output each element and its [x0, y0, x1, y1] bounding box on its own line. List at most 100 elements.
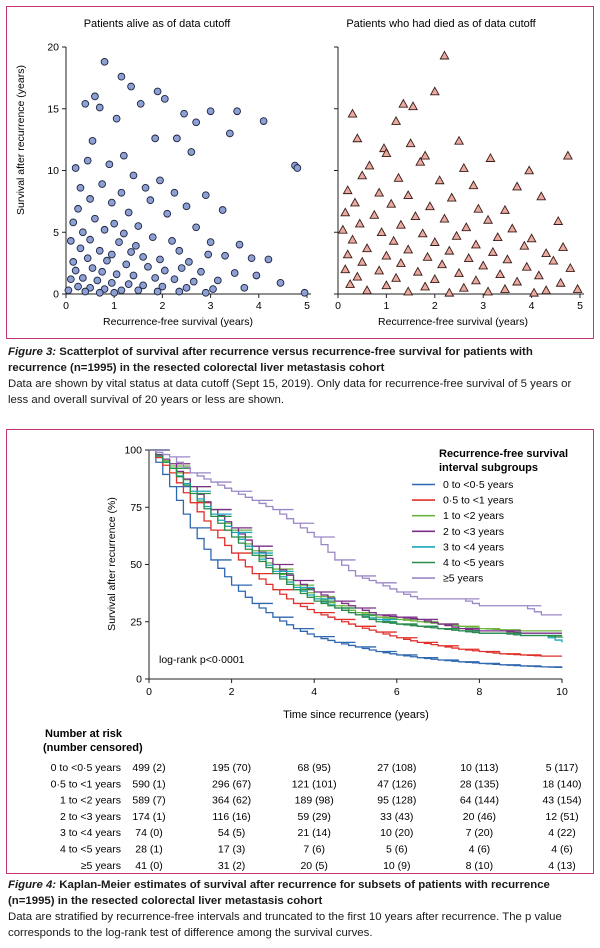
y-tick-label: 10	[47, 165, 59, 177]
scatter-alive-y-axis-label: Survival after recurrence (years)	[15, 65, 27, 215]
km-x-tick-label: 6	[394, 686, 400, 698]
risk-row-label: 3 to <4 years	[60, 827, 121, 839]
scatter-point	[117, 72, 126, 81]
scatter-point	[117, 188, 126, 197]
scatter-point	[512, 181, 523, 191]
scatter-point	[362, 285, 373, 295]
scatter-point	[553, 216, 564, 225]
x-tick-label: 1	[111, 300, 117, 312]
scatter-point	[192, 223, 200, 232]
scatter-point	[300, 288, 309, 297]
scatter-point	[395, 257, 406, 267]
scatter-point	[197, 267, 205, 276]
km-legend-label: 2 to <3 years	[443, 526, 504, 538]
x-tick-label: 5	[304, 300, 310, 312]
scatter-point	[83, 156, 92, 165]
x-tick-label: 0	[63, 300, 69, 312]
figure-4-description: Data are stratified by recurrence-free i…	[8, 911, 562, 939]
scatter-point	[393, 172, 404, 182]
risk-cell: 33 (43)	[380, 811, 413, 823]
scatter-point	[342, 185, 353, 195]
scatter-point	[247, 254, 256, 263]
scatter-point	[175, 287, 184, 296]
scatter-point	[376, 227, 387, 237]
scatter-point	[437, 259, 448, 269]
km-legend-title-line2: interval subgroups	[439, 462, 538, 474]
scatter-point	[98, 267, 107, 276]
scatter-point	[408, 101, 418, 111]
km-x-tick-label: 0	[146, 686, 152, 698]
risk-cell: 189 (98)	[295, 795, 334, 807]
risk-cell: 8 (10)	[466, 860, 493, 872]
risk-row-label: 2 to <3 years	[60, 811, 121, 823]
risk-cell: 7 (20)	[466, 827, 493, 839]
scatter-point	[541, 248, 552, 258]
scatter-point	[342, 249, 353, 259]
scatter-point	[252, 271, 261, 280]
scatter-point	[151, 274, 160, 282]
km-x-tick-label: 10	[556, 686, 568, 698]
risk-cell: 20 (46)	[463, 811, 496, 823]
figure-3-caption: Figure 3: Scatterplot of survival after …	[8, 345, 594, 408]
risk-cell: 95 (128)	[377, 795, 416, 807]
scatter-point	[381, 148, 392, 158]
risk-table-header-line1: Number at risk	[45, 728, 123, 740]
scatter-point	[69, 258, 78, 266]
risk-cell: 12 (51)	[545, 811, 578, 823]
x-tick-label: 5	[577, 300, 583, 312]
scatter-alive-points	[64, 57, 309, 297]
risk-cell: 5 (6)	[386, 844, 408, 856]
scatter-point	[209, 285, 217, 293]
scatter-point	[470, 239, 481, 249]
scatter-point	[107, 198, 116, 207]
scatter-point	[129, 171, 138, 180]
scatter-point	[233, 107, 241, 116]
km-x-axis-label: Time since recurrence (years)	[283, 709, 429, 721]
risk-row-label: 4 to <5 years	[60, 844, 121, 856]
scatter-point	[485, 153, 496, 162]
scatter-point	[201, 191, 210, 200]
scatter-point	[95, 246, 104, 255]
scatter-point	[374, 265, 385, 275]
scatter-point	[93, 276, 102, 285]
risk-row-label: 0 to <0·5 years	[51, 762, 121, 774]
km-y-tick-label: 25	[130, 616, 142, 628]
scatter-point	[122, 260, 131, 269]
scatter-point	[507, 223, 518, 233]
scatter-point	[79, 274, 87, 282]
scatter-point	[558, 241, 569, 251]
scatter-point	[141, 183, 150, 192]
scatter-point	[69, 218, 78, 227]
scatter-point	[76, 183, 85, 192]
scatter-point	[74, 282, 82, 291]
risk-cell: 27 (108)	[377, 762, 416, 774]
scatter-point	[434, 175, 445, 185]
scatter-point	[153, 87, 162, 96]
scatter-point	[119, 151, 128, 160]
scatter-point	[424, 201, 435, 211]
scatter-point	[403, 286, 414, 296]
scatter-point	[95, 103, 104, 112]
risk-cell: 499 (2)	[132, 762, 165, 774]
scatter-point	[487, 246, 498, 256]
scatter-point	[79, 228, 87, 237]
scatter-point	[395, 219, 406, 229]
scatter-point	[110, 219, 119, 228]
scatter-point	[500, 204, 510, 214]
km-x-tick-label: 2	[229, 686, 235, 698]
risk-cell: 10 (20)	[380, 827, 413, 839]
scatter-point	[66, 275, 75, 284]
scatter-point	[139, 253, 147, 261]
scatter-point	[529, 287, 539, 297]
risk-cell: 4 (22)	[548, 827, 575, 839]
figure-4-caption-title: Figure 4: Kaplan-Meier estimates of surv…	[8, 878, 594, 909]
scatter-point	[374, 187, 385, 197]
risk-cell: 20 (5)	[300, 860, 327, 872]
y-tick-label: 20	[47, 42, 59, 54]
scatter-point	[156, 255, 164, 264]
scatter-died-x-axis-label: Recurrence-free survival (years)	[378, 316, 528, 328]
scatter-point	[349, 197, 360, 207]
scatter-point	[115, 238, 123, 246]
